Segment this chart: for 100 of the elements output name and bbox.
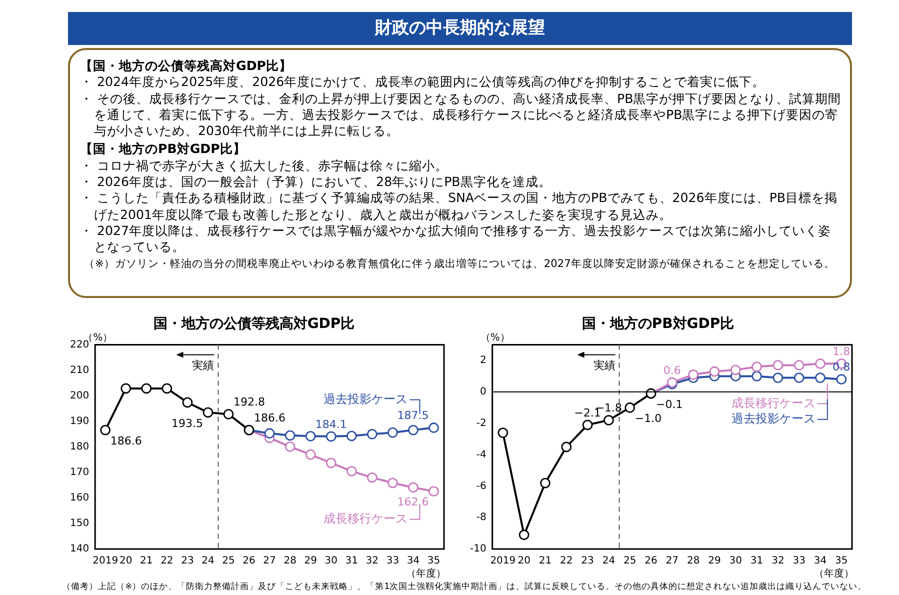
y-tick-label: 160	[70, 492, 90, 504]
x-tick-label: 27	[666, 556, 679, 567]
point	[162, 383, 172, 394]
data-label: 1.8	[832, 345, 850, 358]
point	[387, 427, 398, 438]
text: ・ 2027年度以降は、成長移行ケースでは黒字幅が緩やかな拡大傾向で推移する一方、過去投影ケースでは次第に縮小していく姿となっている。	[80, 222, 832, 256]
data-label: −0.1	[656, 398, 683, 411]
point	[624, 402, 636, 413]
chart-title: 国・地方の公債等残高対GDP比	[153, 315, 355, 332]
x-tick-label: 33	[386, 556, 400, 567]
x-tick-label: 2019	[92, 556, 118, 567]
text: （備考）上記（※）のほか、「防衛力整備計画」及び「こども未来戦略」、「第1次国土強靱化実施中期計画」は、試算に反映している。その他の具体的に想定されない追加歳出は織り込んでいない。	[62, 582, 868, 593]
point	[264, 428, 275, 439]
x-tick-label: 24	[202, 556, 214, 567]
point	[366, 428, 378, 440]
series-label: 成長移行ケース	[731, 396, 816, 410]
x-tick-label: 32	[772, 556, 784, 567]
point	[772, 360, 784, 370]
point	[815, 372, 826, 383]
text: 財政の中長期的な展望	[68, 12, 852, 45]
x-tick-label: 31	[345, 556, 358, 567]
point	[305, 430, 316, 442]
x-tick-label: 29	[304, 556, 317, 567]
x-tick-label: 32	[366, 556, 379, 567]
point	[815, 358, 826, 369]
point	[603, 414, 614, 426]
x-tick-label: 29	[708, 556, 721, 567]
data-label: 192.8	[233, 396, 265, 409]
point	[688, 369, 699, 380]
point	[305, 449, 316, 460]
x-tick-label: 30	[324, 556, 338, 567]
point	[836, 374, 847, 385]
x-tick-label: 26	[242, 556, 256, 567]
x-tick-label: 22	[560, 556, 573, 567]
legend-label: 成長移行ケース	[324, 511, 408, 526]
x-axis-title: （年度）	[406, 568, 446, 580]
y-tick-label: 190	[70, 416, 90, 427]
x-tick-label: 2019	[490, 556, 516, 567]
text: ・ コロナ禍で赤字が大きく拡大した後、赤字幅は徐々に縮小。	[80, 158, 450, 174]
point	[428, 486, 439, 497]
data-label: 0.8	[832, 360, 850, 374]
point	[730, 364, 741, 376]
point	[141, 383, 152, 394]
point	[202, 407, 214, 418]
y-tick-label: 140	[70, 544, 90, 555]
point	[326, 431, 336, 442]
point	[498, 428, 508, 438]
x-tick-label: 21	[538, 556, 552, 567]
text: ・ こうした「責任ある積極財政」に基づく予算編成等の結果、SNAベースの国・地方のPBでみても、2026年度には、PB目標を掲げた2001年度以降で最も改善した形となり、歳入と歳出が概ねバランスした姿を実現する見込み。	[80, 190, 839, 223]
y-tick-label: 180	[70, 441, 90, 452]
point	[408, 482, 418, 493]
x-tick-label: 35	[835, 556, 848, 567]
text: 【国・地方のPB対GDP比】	[80, 141, 247, 158]
x-tick-label: 27	[263, 556, 276, 567]
point	[182, 397, 193, 408]
point	[582, 420, 593, 430]
x-tick-label: 33	[792, 556, 806, 567]
chart-title: 国・地方のPB対GDP比	[582, 315, 734, 332]
y-tick-label: 200	[70, 390, 90, 402]
y-tick-label: -2	[476, 418, 486, 429]
x-tick-label: 20	[518, 556, 530, 567]
x-tick-label: 34	[814, 556, 827, 567]
point	[794, 360, 804, 370]
x-tick-label: 25	[222, 556, 235, 567]
ref-line-label: 実績	[192, 359, 214, 372]
point	[346, 466, 357, 476]
x-tick-label: 23	[581, 556, 594, 567]
x-tick-label: 24	[602, 556, 616, 567]
data-label: 162.6	[397, 496, 429, 509]
legend-label: 過去投影ケース	[324, 392, 408, 406]
x-tick-label: 26	[644, 556, 658, 567]
x-tick-label: 20	[120, 556, 132, 567]
data-label: 184.1	[315, 418, 347, 431]
point	[284, 441, 296, 452]
point	[772, 372, 784, 383]
y-tick-label: -6	[476, 480, 486, 492]
point	[518, 530, 530, 540]
text: ・ その後、成長移行ケースでは、金利の上昇が押上げ要因となるものの、高い経済成長率、PB黒字が押下げ要因となり、試算期間を通じて、着実に低下する。一方、過去投影ケースでは、成長移行ケースに比べると経済成長率やPB黒字による押下げ要因の寄与が小さいため、2030年代前半には上昇に転じる。	[80, 90, 842, 140]
y-tick-label: -10	[470, 544, 486, 555]
point	[752, 371, 762, 382]
data-label: 0.6	[663, 364, 681, 377]
text: ・ 2024年度から2025年度、2026年度にかけて、成長率の範囲内に公債等残高の伸びを抑制することで着実に低下。	[80, 74, 766, 91]
point	[223, 409, 234, 420]
point	[752, 362, 762, 372]
point	[408, 424, 418, 436]
data-label: 186.6	[110, 434, 142, 448]
text: 過去投影ケース	[731, 411, 816, 426]
point	[387, 478, 398, 488]
x-tick-label: 21	[140, 556, 153, 567]
point	[561, 442, 572, 452]
point	[709, 366, 720, 377]
x-tick-label: 30	[729, 556, 742, 567]
point	[326, 458, 336, 468]
point	[346, 430, 357, 442]
x-axis-title: （年度）	[814, 568, 854, 580]
x-tick-label: 35	[427, 556, 440, 567]
y-tick-label: 210	[70, 364, 90, 376]
data-label: 186.6	[254, 411, 286, 424]
point	[794, 372, 804, 383]
y-tick-label: 220	[70, 339, 90, 350]
